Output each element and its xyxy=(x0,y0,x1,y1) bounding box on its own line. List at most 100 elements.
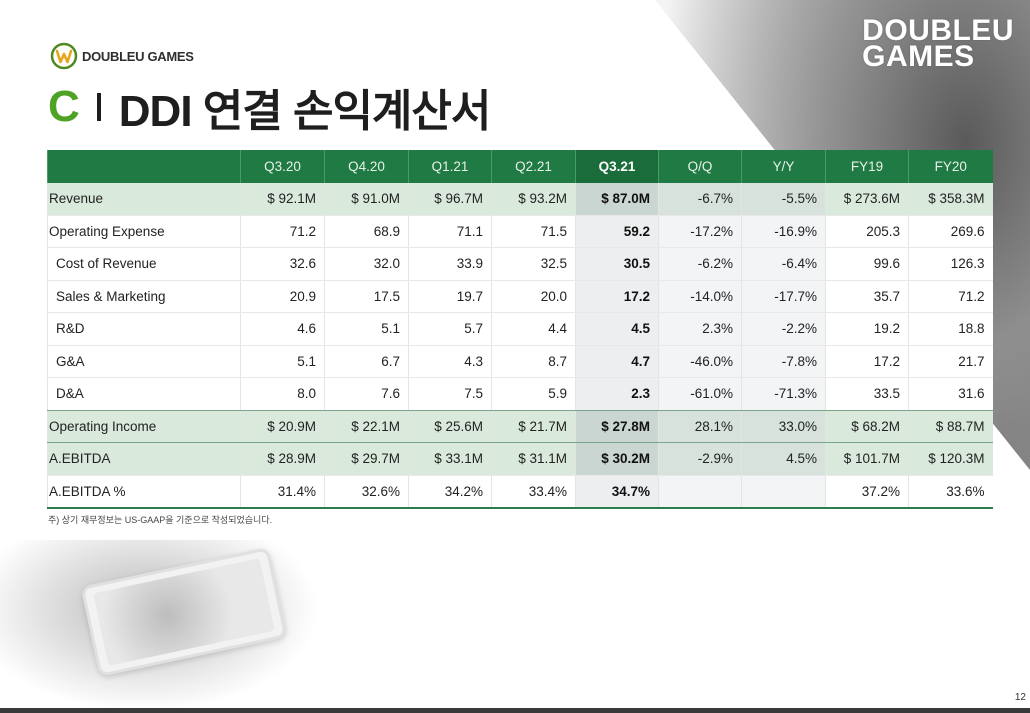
logo-text: DOUBLEU GAMES xyxy=(82,48,194,64)
table-cell: 17.2 xyxy=(825,345,909,378)
table-cell: 33.9 xyxy=(408,247,492,281)
company-logo: DOUBLEU GAMES xyxy=(50,42,194,70)
table-cell: 31.6 xyxy=(908,377,993,411)
table-cell: -2.2% xyxy=(741,312,826,346)
table-cell: $ 20.9M xyxy=(240,410,325,443)
table-cell: 205.3 xyxy=(825,215,909,248)
income-statement-table: Q3.20 Q4.20 Q1.21 Q2.21 Q3.21 Q/Q Y/Y FY19 FY20 … xyxy=(47,150,993,509)
table-cell: $ 33.1M xyxy=(408,442,492,476)
table-cell: 33.6% xyxy=(908,475,993,509)
table-cell: 34.7% xyxy=(575,475,659,509)
row-label: R&D xyxy=(47,312,241,346)
table-cell: $ 92.1M xyxy=(240,183,325,216)
table-cell: 19.2 xyxy=(825,312,909,346)
table-cell: 20.0 xyxy=(491,280,576,313)
table-cell: 33.0% xyxy=(741,410,826,443)
column-header: FY19 xyxy=(825,150,909,183)
table-cell: 5.7 xyxy=(408,312,492,346)
table-cell: 20.9 xyxy=(240,280,325,313)
row-label: Operating Income xyxy=(47,410,241,443)
table-cell: 71.1 xyxy=(408,215,492,248)
table-cell: $ 68.2M xyxy=(825,410,909,443)
table-cell: $ 93.2M xyxy=(491,183,576,216)
table-cell: -61.0% xyxy=(658,377,742,411)
table-cell: 7.5 xyxy=(408,377,492,411)
table-cell: 30.5 xyxy=(575,247,659,281)
row-label: Cost of Revenue xyxy=(47,247,241,281)
table-cell: 37.2% xyxy=(825,475,909,509)
table-cell: 4.6 xyxy=(240,312,325,346)
table-cell: -2.9% xyxy=(658,442,742,476)
table-cell: 59.2 xyxy=(575,215,659,248)
table-cell: -46.0% xyxy=(658,345,742,378)
table-cell: 126.3 xyxy=(908,247,993,281)
table-cell: $ 29.7M xyxy=(324,442,409,476)
table-cell: $ 28.9M xyxy=(240,442,325,476)
table-cell xyxy=(741,475,826,509)
table-cell: $ 88.7M xyxy=(908,410,993,443)
table-cell: -17.2% xyxy=(658,215,742,248)
table-cell: 4.5 xyxy=(575,312,659,346)
row-label: G&A xyxy=(47,345,241,378)
table-cell: 4.4 xyxy=(491,312,576,346)
table-cell: 17.5 xyxy=(324,280,409,313)
table-cell: 8.0 xyxy=(240,377,325,411)
table-row: Sales & Marketing 20.9 17.5 19.7 20.0 17.2 -14… xyxy=(47,280,993,313)
footnote: 주) 상기 재무정보는 US-GAAP을 기준으로 작성되었습니다. xyxy=(48,515,273,525)
table-cell: 19.7 xyxy=(408,280,492,313)
title-divider xyxy=(96,93,101,121)
table-row: A.EBITDA % 31.4% 32.6% 34.2% 33.4% 34.7% 37.2%… xyxy=(47,475,993,509)
column-header: Q1.21 xyxy=(408,150,492,183)
table-cell: 17.2 xyxy=(575,280,659,313)
table-row: R&D 4.6 5.1 5.7 4.4 4.5 2.3% -2.2% 19.2 18.8 xyxy=(47,312,993,346)
page-title: C DDI 연결 손익계산서 xyxy=(48,82,491,136)
brand-line2: GAMES xyxy=(862,40,975,73)
table-cell: 2.3% xyxy=(658,312,742,346)
row-label: D&A xyxy=(47,377,241,411)
table-cell: $ 101.7M xyxy=(825,442,909,476)
table-cell: -71.3% xyxy=(741,377,826,411)
section-letter: C xyxy=(48,82,80,131)
row-label: Operating Expense xyxy=(47,215,241,248)
table-cell: 71.5 xyxy=(491,215,576,248)
table-row: Operating Income $ 20.9M $ 22.1M $ 25.6M $ 2… xyxy=(47,410,993,443)
column-header: Q3.21 xyxy=(575,150,659,183)
table-cell: $ 27.8M xyxy=(575,410,659,443)
table-cell: $ 22.1M xyxy=(324,410,409,443)
table-cell: -17.7% xyxy=(741,280,826,313)
column-header: Q2.21 xyxy=(491,150,576,183)
column-header: FY20 xyxy=(908,150,993,183)
row-label: A.EBITDA xyxy=(47,442,241,476)
table-cell: 4.3 xyxy=(408,345,492,378)
table-cell: 34.2% xyxy=(408,475,492,509)
table-row: Operating Expense 71.2 68.9 71.1 71.5 59.2 -17… xyxy=(47,215,993,248)
table-row: Cost of Revenue 32.6 32.0 33.9 32.5 30.5 -6.2%… xyxy=(47,247,993,281)
table-cell: 35.7 xyxy=(825,280,909,313)
brand-line1: DOUBLEU xyxy=(862,14,1014,47)
row-label: Revenue xyxy=(47,183,241,216)
table-row: G&A 5.1 6.7 4.3 8.7 4.7 -46.0% -7.8% 17.2 21.7 xyxy=(47,345,993,378)
table-row: D&A 8.0 7.6 7.5 5.9 2.3 -61.0% -71.3% 33.5 31.6 xyxy=(47,377,993,411)
table-cell: $ 120.3M xyxy=(908,442,993,476)
table-cell: -14.0% xyxy=(658,280,742,313)
table-cell: $ 25.6M xyxy=(408,410,492,443)
table-cell: 71.2 xyxy=(908,280,993,313)
table-cell: $ 31.1M xyxy=(491,442,576,476)
table-cell: 71.2 xyxy=(240,215,325,248)
row-label: Sales & Marketing xyxy=(47,280,241,313)
table-cell: 33.4% xyxy=(491,475,576,509)
table-cell: 5.1 xyxy=(240,345,325,378)
table-cell: -6.4% xyxy=(741,247,826,281)
table-cell: -5.5% xyxy=(741,183,826,216)
table-header-row: Q3.20 Q4.20 Q1.21 Q2.21 Q3.21 Q/Q Y/Y FY19 FY20 xyxy=(47,150,993,183)
table-cell: $ 91.0M xyxy=(324,183,409,216)
column-header xyxy=(47,150,241,183)
table-cell: 7.6 xyxy=(324,377,409,411)
table-cell: 2.3 xyxy=(575,377,659,411)
table-cell: $ 358.3M xyxy=(908,183,993,216)
table-cell: -16.9% xyxy=(741,215,826,248)
table-cell: 68.9 xyxy=(324,215,409,248)
table-row: A.EBITDA $ 28.9M $ 29.7M $ 33.1M $ 31.1M $ 30… xyxy=(47,442,993,476)
table-cell: $ 87.0M xyxy=(575,183,659,216)
table-cell: $ 96.7M xyxy=(408,183,492,216)
